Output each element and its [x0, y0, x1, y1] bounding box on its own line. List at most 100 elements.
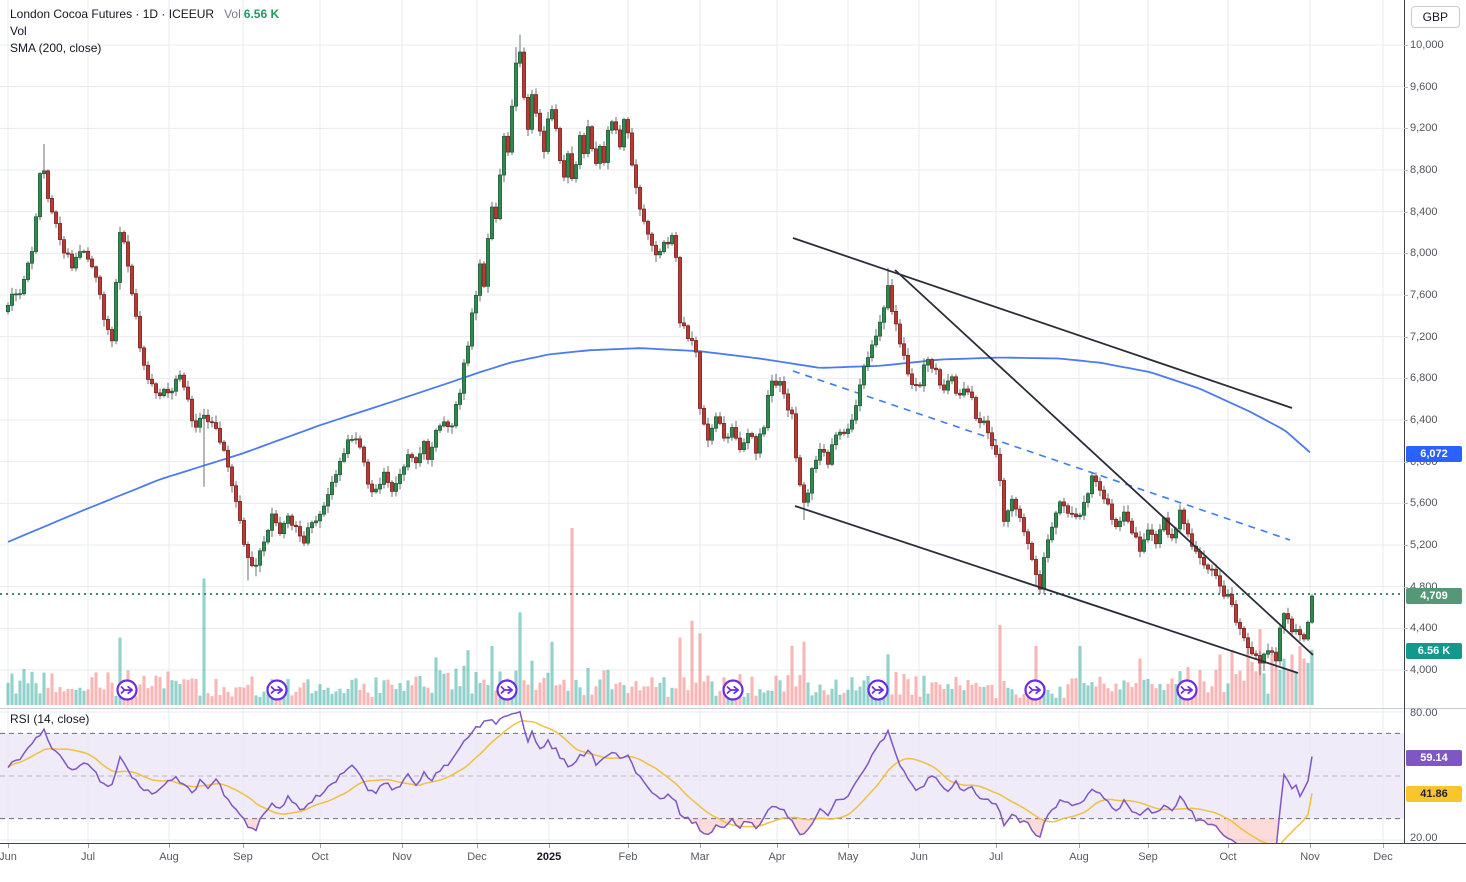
candle [42, 170, 46, 174]
volume-bar [286, 679, 290, 705]
time-tick-nov[interactable]: Nov [392, 851, 412, 863]
volume-bar [1254, 671, 1258, 705]
candle [770, 380, 774, 396]
legend-row-volume-indicator[interactable]: Vol [10, 23, 279, 40]
candle [1150, 529, 1154, 535]
volume-bar [242, 687, 246, 705]
time-tick-sep[interactable]: Sep [233, 851, 253, 863]
time-tick-jul[interactable]: Jul [988, 851, 1004, 863]
candle [254, 564, 258, 567]
time-tick-aug[interactable]: Aug [159, 851, 179, 863]
candle [890, 285, 894, 312]
rsi-scale-top[interactable]: 80.00 [1410, 707, 1438, 719]
event-marker-icon[interactable] [496, 679, 518, 701]
time-tick-dec[interactable]: Dec [1373, 851, 1393, 863]
volume-indicator-label[interactable]: Vol [10, 24, 27, 38]
price-tick[interactable]: 7,200 [1410, 330, 1438, 343]
price-tick[interactable]: 9,600 [1410, 80, 1438, 93]
event-marker-icon[interactable] [722, 679, 744, 701]
volume-bar [1198, 670, 1202, 705]
symbol-title[interactable]: London Cocoa Futures · 1D · ICEEUR [10, 7, 215, 21]
time-tick-may[interactable]: May [837, 851, 859, 863]
candle [986, 420, 990, 434]
time-tick-oct[interactable]: Oct [1219, 851, 1237, 863]
event-marker-icon[interactable] [1176, 679, 1198, 701]
price-tick[interactable]: 8,000 [1410, 247, 1438, 260]
price-tick[interactable]: 6,800 [1410, 372, 1438, 385]
time-tick-mark [1383, 844, 1384, 848]
price-tick-mark [1404, 253, 1408, 255]
candle [18, 293, 22, 296]
volume-bar [162, 688, 166, 705]
candle [994, 445, 998, 455]
price-tick[interactable]: 6,400 [1410, 414, 1438, 426]
price-tick[interactable]: 4,000 [1410, 664, 1438, 676]
candle [806, 492, 810, 503]
candle [542, 130, 546, 152]
volume-bar [554, 685, 558, 705]
candle [194, 420, 198, 428]
volume-bar [1290, 654, 1294, 705]
time-tick-oct[interactable]: Oct [311, 851, 329, 863]
candle [1282, 613, 1286, 629]
event-marker-icon[interactable] [266, 679, 288, 701]
price-tick[interactable]: 10,000 [1410, 39, 1444, 51]
candle [942, 384, 946, 391]
candle [210, 421, 214, 424]
candle [274, 513, 278, 524]
price-tick[interactable]: 8,800 [1410, 164, 1438, 176]
candle [926, 359, 930, 366]
price-pane[interactable] [0, 0, 1404, 708]
time-tick-mark [549, 844, 550, 848]
volume-bar [1226, 683, 1230, 705]
volume-bar [694, 682, 698, 705]
rsi-indicator-label[interactable]: RSI (14, close) [10, 712, 90, 726]
candle [654, 244, 658, 256]
volume-bar [254, 695, 258, 705]
time-tick-feb[interactable]: Feb [618, 851, 638, 863]
price-tick-mark [1404, 670, 1408, 671]
time-scale[interactable]: Jun Jul Aug Sep Oct Nov Dec 2025 Feb Mar Apr May Jun… [0, 844, 1466, 882]
candle [218, 427, 222, 443]
candle [970, 391, 974, 398]
currency-button[interactable]: GBP [1410, 6, 1460, 28]
price-tick[interactable]: 5,600 [1410, 497, 1438, 510]
time-tick-sep[interactable]: Sep [1138, 851, 1158, 863]
price-tick[interactable]: 9,200 [1410, 122, 1438, 135]
candle [354, 438, 358, 441]
candle [1022, 517, 1026, 533]
price-tick[interactable]: 5,200 [1410, 539, 1438, 551]
pane-separator[interactable] [0, 708, 1466, 709]
volume-bar [478, 683, 482, 705]
sma-indicator-label[interactable]: SMA (200, close) [10, 41, 102, 55]
time-tick-nov[interactable]: Nov [1300, 851, 1320, 863]
candle [662, 241, 666, 252]
event-marker-icon[interactable] [867, 679, 889, 701]
time-tick-dec[interactable]: Dec [467, 851, 487, 863]
volume-bar [1094, 686, 1098, 705]
legend-row-main[interactable]: London Cocoa Futures · 1D · ICEEUR Vol 6.5… [10, 6, 279, 23]
time-tick-jun[interactable]: Jun [0, 851, 17, 863]
price-tick[interactable]: 8,400 [1410, 205, 1438, 218]
volume-bar [578, 687, 582, 705]
time-tick-jul[interactable]: Jul [80, 851, 96, 863]
event-marker-icon[interactable] [116, 679, 138, 701]
price-tick-mark [1404, 628, 1408, 630]
volume-bar [610, 689, 614, 705]
candle [502, 135, 506, 176]
time-tick-apr[interactable]: Apr [768, 851, 786, 863]
time-tick-mar[interactable]: Mar [690, 851, 710, 863]
time-tick-2025[interactable]: 2025 [536, 851, 562, 863]
volume-bar [1086, 685, 1090, 705]
rsi-pane[interactable] [0, 708, 1404, 843]
price-tick[interactable]: 7,600 [1410, 289, 1438, 301]
candle [962, 388, 966, 396]
time-tick-jun[interactable]: Jun [910, 851, 928, 863]
event-marker-icon[interactable] [1024, 679, 1046, 701]
candle [750, 433, 754, 437]
legend-row-sma-indicator[interactable]: SMA (200, close) [10, 40, 279, 57]
rsi-scale-bottom[interactable]: 20.00 [1410, 832, 1438, 844]
volume-bar [382, 680, 386, 705]
price-tick[interactable]: 4,400 [1410, 622, 1438, 635]
time-tick-aug[interactable]: Aug [1069, 851, 1089, 863]
